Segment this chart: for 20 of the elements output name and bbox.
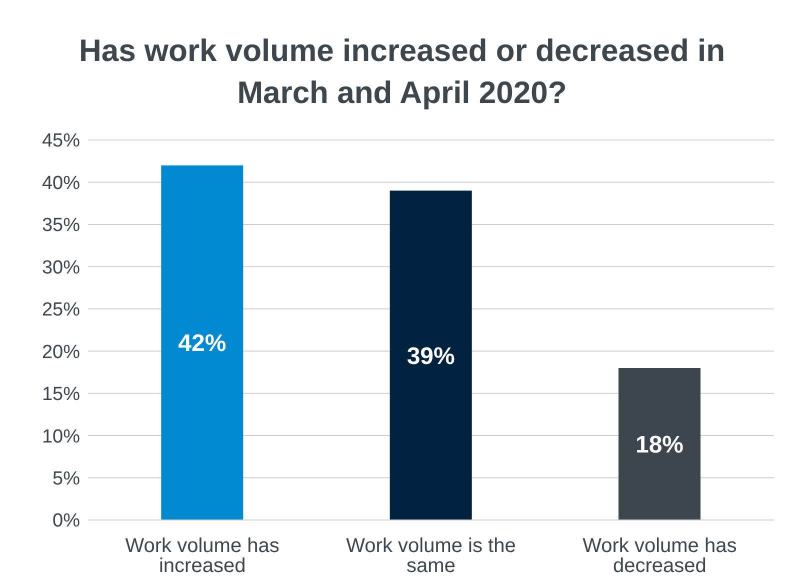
x-tick-label: Work volume has decreased — [582, 535, 737, 578]
bar — [618, 368, 701, 520]
data-label: 42% — [178, 330, 226, 358]
bar — [161, 165, 244, 520]
x-tick-label: Work volume has increased — [125, 535, 280, 578]
y-tick-label: 0% — [52, 510, 80, 532]
y-tick-label: 40% — [42, 172, 80, 194]
y-tick-label: 30% — [42, 257, 80, 278]
bar — [390, 190, 472, 520]
y-tick-label: 45% — [42, 130, 80, 152]
y-tick-label: 10% — [42, 426, 80, 448]
x-tick-label: Work volume is the same — [346, 535, 516, 578]
y-tick-label: 15% — [42, 384, 80, 406]
y-tick-label: 5% — [52, 468, 80, 490]
y-tick-label: 35% — [42, 215, 80, 236]
y-tick-label: 20% — [42, 342, 80, 363]
y-tick-label: 25% — [42, 300, 80, 321]
chart-title: Has work volume increased or decreased in March and April 2020? — [78, 32, 726, 112]
data-label: 39% — [406, 342, 455, 370]
data-label: 18% — [635, 432, 684, 459]
